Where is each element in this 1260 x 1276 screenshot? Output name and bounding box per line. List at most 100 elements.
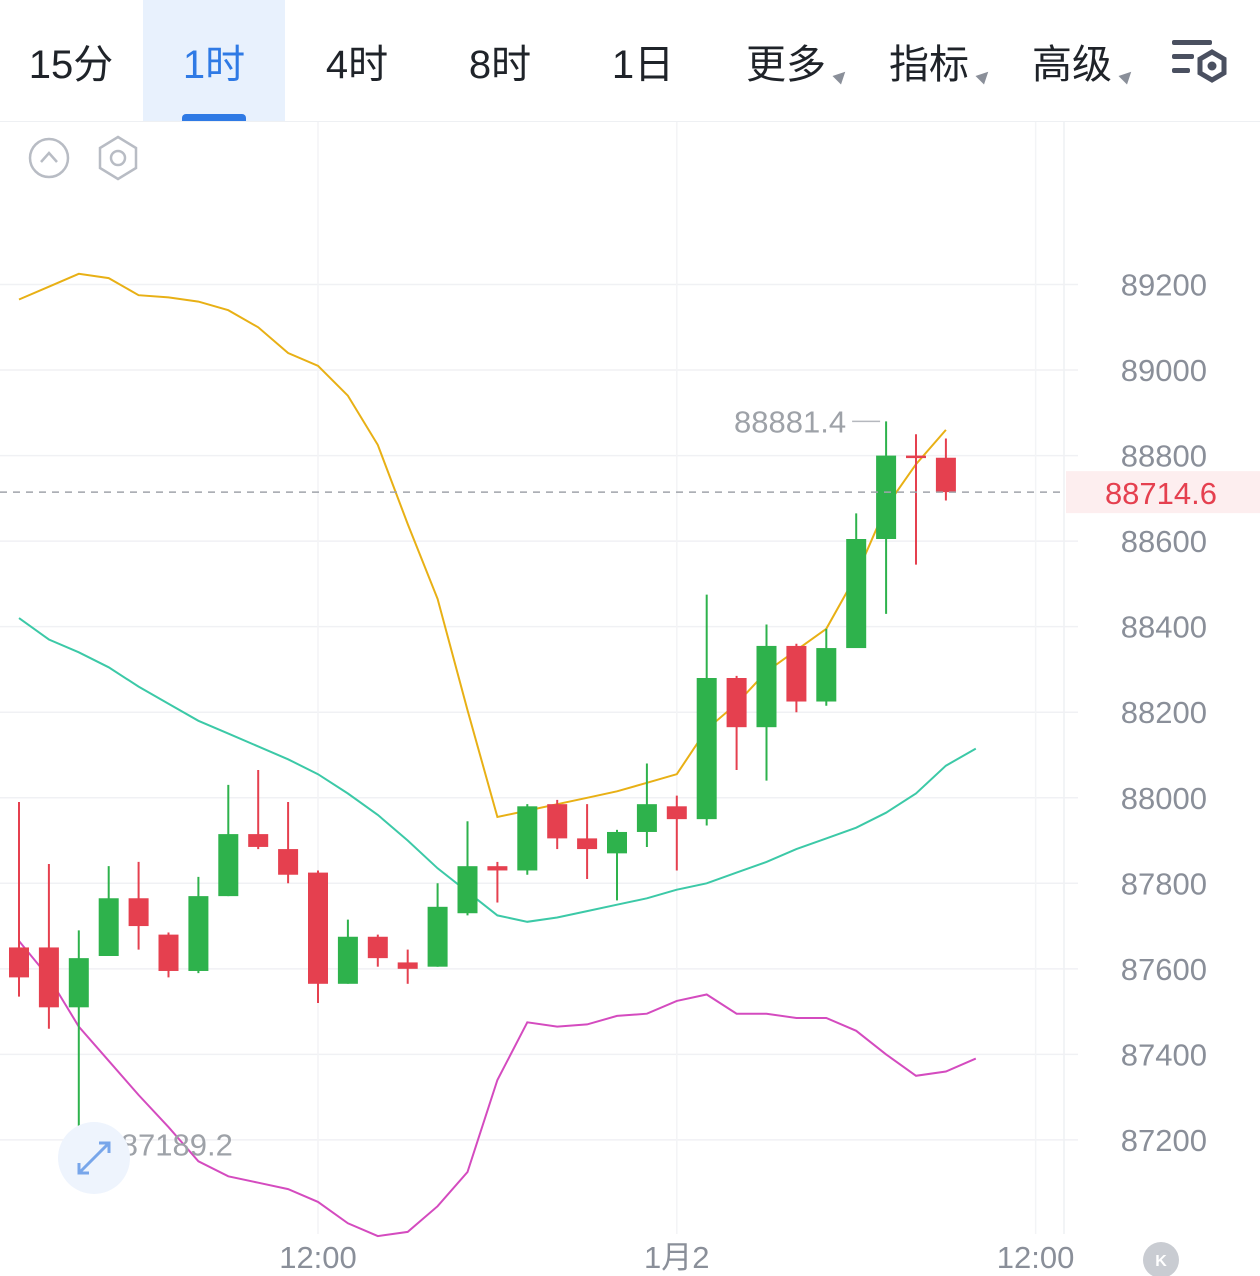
candle-down xyxy=(487,861,508,903)
candle-body xyxy=(308,872,328,984)
tab-4hour[interactable]: 4时 xyxy=(286,0,428,121)
candle-up xyxy=(218,784,239,897)
tab-indicators[interactable]: 指标 xyxy=(858,0,1000,121)
candle-up xyxy=(636,763,657,847)
candle-body xyxy=(786,645,807,702)
chart-settings-button[interactable] xyxy=(1170,36,1230,90)
dropdown-triangle-icon xyxy=(832,67,850,85)
candle-body xyxy=(68,958,89,1008)
candle-body xyxy=(547,804,568,839)
candle-down xyxy=(367,934,388,967)
candle-up xyxy=(607,829,627,901)
x-tick-label: 1月2 xyxy=(644,1240,709,1275)
tab-label: 高级 xyxy=(1032,42,1112,87)
candle-down xyxy=(128,861,149,950)
candle-body xyxy=(337,936,358,984)
candle-body xyxy=(367,936,388,959)
upper-band-line xyxy=(18,272,947,819)
candle-body xyxy=(876,455,897,539)
x-tick-label: 12:00 xyxy=(279,1240,357,1275)
k-badge[interactable]: K xyxy=(1143,1242,1179,1276)
candle-down xyxy=(786,643,807,713)
chevron-up-icon xyxy=(40,151,58,163)
candle-body xyxy=(726,678,747,728)
candle-body xyxy=(487,866,508,871)
tab-label: 更多 xyxy=(746,42,826,87)
candle-down xyxy=(906,434,926,565)
candle-body xyxy=(158,934,179,971)
candle-body xyxy=(816,648,837,702)
k-badge-icon xyxy=(1143,1242,1179,1276)
tab-label: 15分 xyxy=(28,42,114,87)
x-tick-label: 12:00 xyxy=(997,1240,1075,1275)
y-tick-label: 87600 xyxy=(1121,952,1207,987)
candle-body xyxy=(128,898,149,927)
candle-up xyxy=(846,513,867,649)
tab-8hour[interactable]: 8时 xyxy=(429,0,571,121)
dropdown-triangle-icon xyxy=(975,67,993,85)
candle-down xyxy=(278,802,299,884)
candle-body xyxy=(636,804,657,832)
candlestick-chart: 88714.6 88881.4 87189.2 87200 87400 87600 878… xyxy=(0,122,1260,1276)
candle-up xyxy=(68,930,89,1145)
expand-chart-button[interactable] xyxy=(58,1122,130,1194)
candle-down xyxy=(726,675,747,770)
candle-body xyxy=(666,806,687,820)
candle-up xyxy=(98,866,119,956)
tab-1day[interactable]: 1日 xyxy=(572,0,714,121)
y-tick-label: 88000 xyxy=(1121,781,1207,816)
candle-down xyxy=(577,804,598,880)
candle-up xyxy=(517,804,538,875)
y-tick-label: 87400 xyxy=(1121,1037,1207,1072)
collapse-button[interactable] xyxy=(28,137,70,179)
tab-advanced[interactable]: 高级 xyxy=(1001,0,1143,121)
candle-up xyxy=(457,821,478,916)
y-tick-label: 88600 xyxy=(1121,524,1207,559)
chevron-up-circle-icon xyxy=(28,137,70,179)
min-price-label: 87189.2 xyxy=(121,1128,233,1163)
expand-arrows-icon xyxy=(77,1141,111,1175)
candle-down xyxy=(935,438,956,501)
current-price-label: 88714.6 xyxy=(1105,476,1217,511)
y-axis: 87200 87400 87600 87800 88000 88200 88400 88600… xyxy=(1121,268,1207,1158)
hexagon-gear-icon xyxy=(98,135,138,181)
y-tick-label: 87200 xyxy=(1121,1123,1207,1158)
candle-down xyxy=(308,870,328,1004)
candle-up xyxy=(337,919,358,984)
active-tab-indicator xyxy=(182,114,246,121)
list-gear-icon xyxy=(1172,40,1227,83)
candle-body xyxy=(427,906,448,967)
candle-body xyxy=(577,838,598,850)
tab-label: 指标 xyxy=(889,42,969,87)
max-price-label: 88881.4 xyxy=(734,404,846,439)
candle-up xyxy=(427,883,448,967)
gear-center-icon xyxy=(109,149,127,167)
candle-down xyxy=(9,802,29,997)
candle-body xyxy=(457,866,478,914)
chart-grid xyxy=(0,122,1078,1234)
tab-15min[interactable]: 15分 xyxy=(0,0,142,121)
candle-down xyxy=(38,864,59,1029)
candles xyxy=(9,421,956,1145)
middle-band-line xyxy=(18,617,977,923)
candle-body xyxy=(906,455,926,459)
candle-up xyxy=(816,628,837,706)
tab-label: 1日 xyxy=(611,42,675,87)
indicator-settings-button[interactable] xyxy=(98,135,138,181)
candle-body xyxy=(935,457,956,493)
x-axis: 12:00 1月2 12:00 xyxy=(279,1240,1074,1275)
candle-down xyxy=(248,769,269,850)
candle-body xyxy=(218,834,239,897)
dropdown-triangle-icon xyxy=(1118,67,1136,85)
tab-1hour[interactable]: 1时 xyxy=(143,0,285,121)
svg-text:K: K xyxy=(1155,1253,1167,1270)
candle-body xyxy=(278,849,299,875)
candle-body xyxy=(9,947,29,978)
y-tick-label: 88400 xyxy=(1121,610,1207,645)
tab-more[interactable]: 更多 xyxy=(715,0,857,121)
tab-label: 8时 xyxy=(468,42,532,87)
y-tick-label: 89000 xyxy=(1121,353,1207,388)
tab-label: 1时 xyxy=(182,42,246,87)
candle-body xyxy=(607,831,627,854)
interval-tab-bar: 15分 1时 4时 8时 1日 更多 指标 高级 xyxy=(0,0,1260,122)
